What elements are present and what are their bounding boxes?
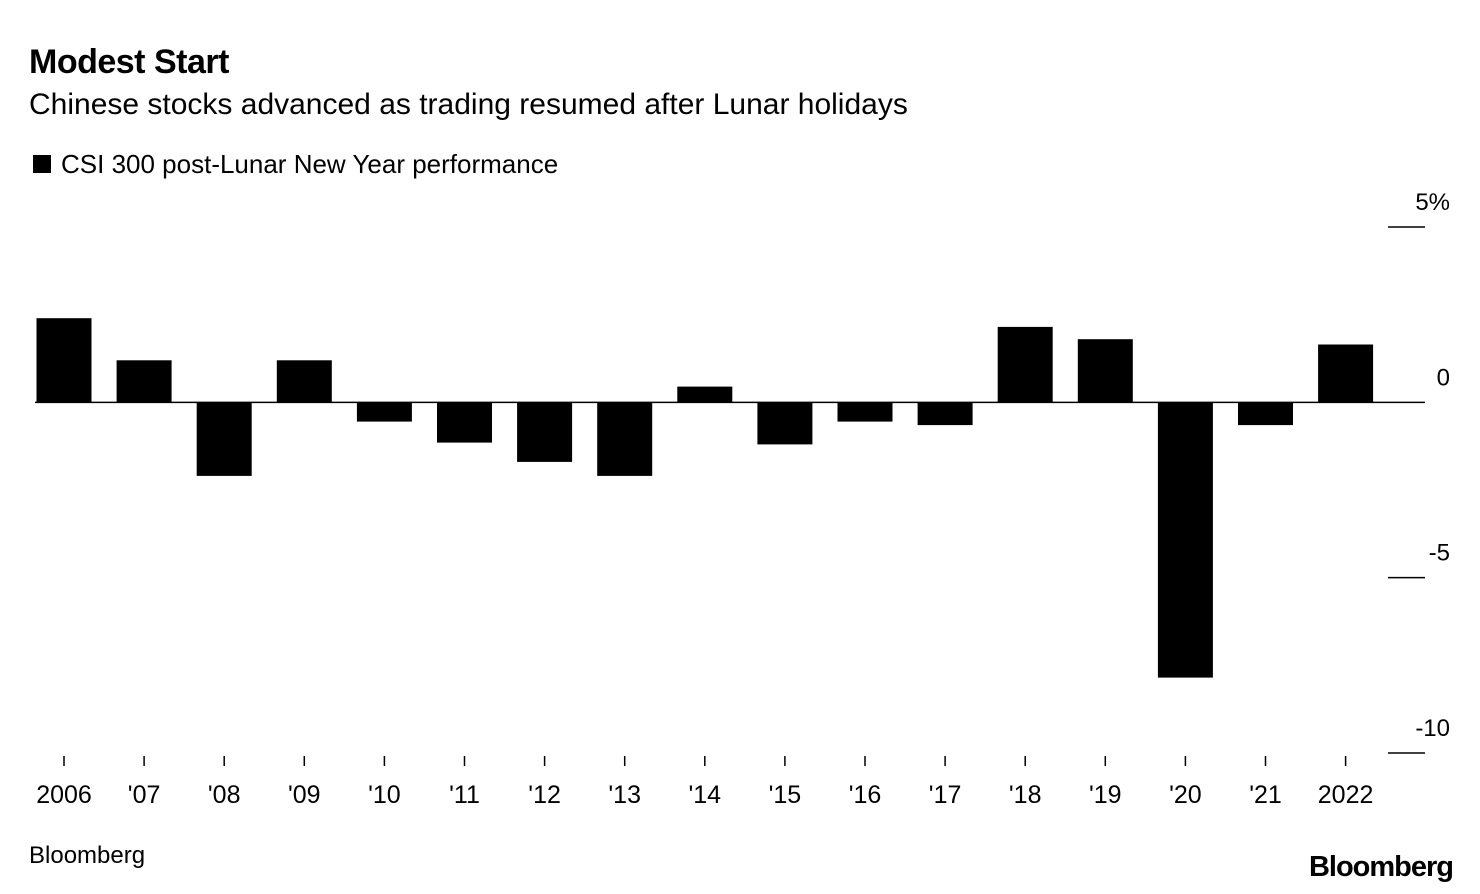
x-tick-label-5: '10 — [368, 781, 401, 809]
bar-12 — [917, 402, 973, 426]
x-tick-label-17: 2022 — [1318, 781, 1374, 809]
x-tick-label-6: '11 — [449, 781, 480, 809]
chart-subtitle: Chinese stocks advanced as trading resum… — [29, 88, 908, 121]
x-tick-label-10: '15 — [769, 781, 802, 809]
x-tick-label-1: 2006 — [36, 781, 92, 809]
bar-10 — [757, 402, 813, 445]
bar-8 — [597, 402, 653, 476]
bar-7 — [517, 402, 573, 462]
x-tick-label-9: '14 — [689, 781, 722, 809]
x-tick-label-7: '12 — [528, 781, 561, 809]
x-tick-label-4: '09 — [288, 781, 321, 809]
bar-4 — [276, 360, 332, 403]
x-tick-label-12: '17 — [929, 781, 962, 809]
legend-swatch — [33, 155, 51, 173]
y-tick-label-3: -5 — [1429, 540, 1450, 567]
bar-6 — [437, 402, 492, 443]
bar-2 — [116, 360, 172, 403]
legend-label: CSI 300 post-Lunar New Year performance — [61, 149, 559, 179]
x-tick-label-8: '13 — [608, 781, 641, 809]
bloomberg-logo: Bloomberg — [1308, 851, 1454, 883]
bar-13 — [997, 326, 1053, 403]
y-tick-label-1: 5% — [1415, 189, 1450, 216]
y-tick-label-2: 0 — [1437, 364, 1450, 391]
y-tick-label-4: -10 — [1415, 715, 1450, 742]
chart-title: Modest Start — [29, 43, 229, 81]
bar-11 — [837, 402, 893, 422]
x-tick-label-2: '07 — [128, 781, 161, 809]
bar-16 — [1238, 402, 1293, 426]
bar-15 — [1157, 402, 1213, 678]
bar-9 — [677, 386, 733, 403]
x-tick-label-13: '18 — [1009, 781, 1042, 809]
source-note: Bloomberg — [29, 842, 146, 869]
bar-17 — [1318, 344, 1374, 403]
x-tick-label-14: '19 — [1089, 781, 1122, 809]
bar-3 — [196, 402, 252, 476]
x-tick-label-3: '08 — [208, 781, 241, 809]
bar-1 — [36, 318, 92, 403]
bar-14 — [1077, 339, 1133, 403]
x-tick-label-15: '20 — [1169, 781, 1202, 809]
legend: CSI 300 post-Lunar New Year performance — [33, 148, 558, 180]
x-tick-label-11: '16 — [849, 781, 882, 809]
x-tick-label-16: '21 — [1249, 781, 1282, 809]
bar-5 — [356, 402, 412, 422]
